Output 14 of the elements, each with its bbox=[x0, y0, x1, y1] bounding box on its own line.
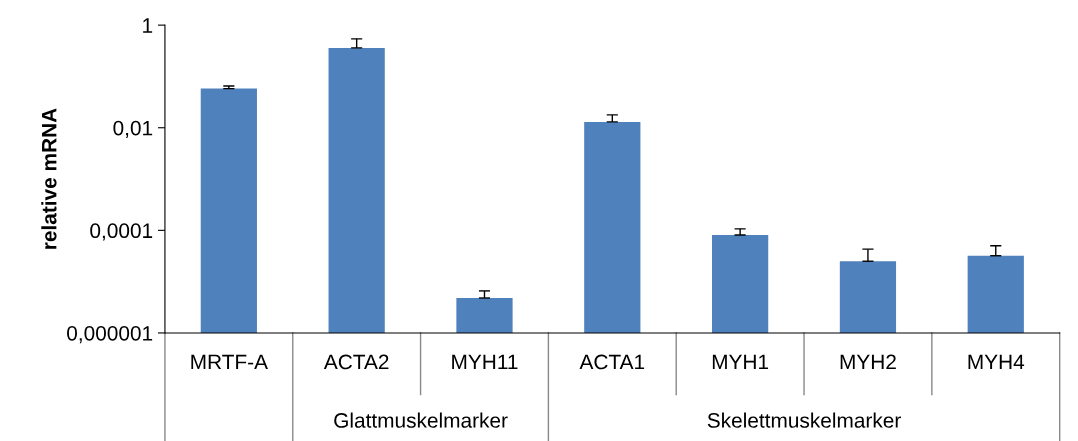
y-tick-label: 0,000001 bbox=[67, 325, 153, 344]
x-tick-label: MYH11 bbox=[452, 354, 518, 370]
x-tick-label: ACTA1 bbox=[579, 354, 645, 370]
y-tick-label: 0,0001 bbox=[90, 223, 153, 241]
x-tick-label: MYH4 bbox=[968, 354, 1025, 370]
x-tick-label: MYH2 bbox=[840, 354, 896, 370]
y-tick-label: 0,01 bbox=[113, 120, 153, 138]
text: Skelettmuskelmarker bbox=[707, 412, 901, 428]
x-tick-label: MYH1 bbox=[712, 354, 769, 370]
y-axis-title: relative mRNA bbox=[41, 108, 57, 249]
text: Glattmuskelmarker bbox=[334, 412, 508, 428]
x-tick-label: ACTA2 bbox=[323, 354, 389, 370]
y-tick-label: 1 bbox=[143, 18, 153, 33]
x-tick-label: MRTF-A bbox=[191, 354, 268, 370]
